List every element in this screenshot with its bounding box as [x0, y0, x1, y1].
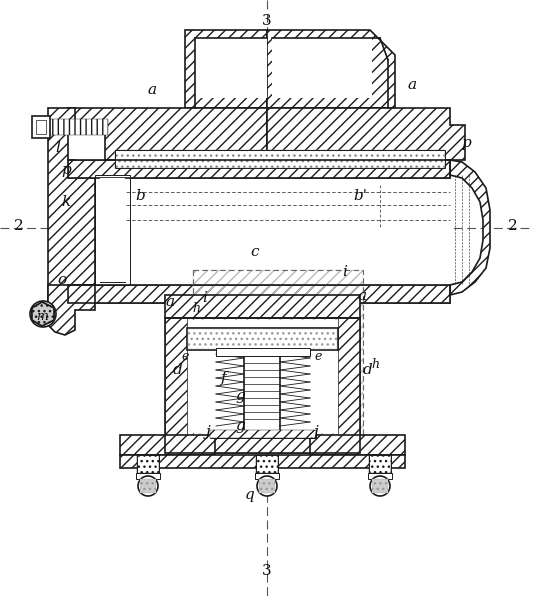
Bar — [137, 455, 159, 473]
Text: i: i — [343, 265, 348, 279]
Polygon shape — [267, 30, 395, 108]
Text: c: c — [251, 245, 259, 259]
Bar — [50, 119, 108, 135]
Text: f: f — [221, 371, 227, 385]
Bar — [115, 150, 445, 168]
Text: g: g — [235, 389, 245, 403]
Circle shape — [30, 301, 56, 327]
Bar — [372, 479, 388, 493]
Bar — [165, 318, 360, 453]
Polygon shape — [32, 302, 54, 326]
Text: b': b' — [353, 189, 367, 203]
Bar — [256, 455, 278, 473]
Bar — [193, 270, 363, 445]
Text: d: d — [363, 363, 373, 377]
Polygon shape — [185, 30, 267, 108]
Polygon shape — [310, 435, 405, 455]
Text: m: m — [36, 310, 48, 323]
Text: k: k — [61, 195, 70, 209]
Text: 3: 3 — [262, 14, 272, 28]
Bar — [210, 430, 316, 438]
Bar — [368, 473, 392, 479]
Polygon shape — [120, 455, 405, 468]
Text: a: a — [357, 289, 366, 303]
Bar — [272, 38, 372, 98]
Text: p: p — [461, 136, 471, 150]
Bar — [68, 285, 450, 303]
Bar — [188, 329, 337, 349]
Text: a: a — [147, 83, 156, 97]
Polygon shape — [32, 302, 54, 326]
Circle shape — [257, 476, 277, 496]
Bar — [187, 320, 338, 433]
Bar — [137, 455, 159, 473]
Polygon shape — [267, 108, 465, 160]
Bar — [68, 160, 450, 178]
Circle shape — [370, 476, 390, 496]
Text: j: j — [313, 425, 318, 439]
Polygon shape — [450, 160, 490, 295]
Polygon shape — [165, 295, 360, 318]
Text: g: g — [235, 419, 245, 433]
Text: b: b — [135, 189, 145, 203]
Text: e: e — [315, 349, 321, 362]
Bar — [95, 178, 450, 285]
Bar — [259, 479, 275, 493]
Circle shape — [34, 305, 52, 323]
Bar — [140, 479, 156, 493]
Bar — [216, 348, 310, 356]
Bar — [68, 285, 450, 303]
Text: h: h — [371, 358, 379, 371]
Bar — [369, 455, 391, 473]
Bar — [165, 318, 187, 443]
Text: d: d — [173, 363, 183, 377]
Polygon shape — [48, 285, 95, 335]
Text: 2: 2 — [14, 219, 23, 233]
Text: l: l — [56, 141, 60, 155]
Bar — [32, 116, 50, 138]
Bar — [136, 473, 160, 479]
Bar — [36, 120, 46, 134]
Bar — [255, 473, 279, 479]
Text: a: a — [166, 295, 175, 309]
Bar — [68, 160, 450, 178]
Bar — [338, 318, 360, 443]
Bar — [115, 150, 445, 168]
Bar — [210, 430, 316, 438]
Text: p: p — [61, 163, 71, 177]
Text: i: i — [202, 291, 207, 305]
Text: h: h — [192, 301, 200, 314]
Bar — [193, 270, 363, 445]
Bar — [244, 352, 280, 432]
Bar — [165, 435, 360, 453]
Bar — [256, 455, 278, 473]
Polygon shape — [68, 108, 267, 160]
Circle shape — [138, 476, 158, 496]
Bar — [369, 455, 391, 473]
Text: e: e — [182, 349, 189, 362]
Text: j: j — [206, 425, 210, 439]
Bar — [195, 38, 267, 98]
Bar — [187, 328, 338, 350]
Text: a: a — [407, 78, 417, 92]
Text: q: q — [245, 488, 255, 502]
Polygon shape — [48, 108, 95, 310]
Bar — [100, 178, 125, 282]
Text: 2: 2 — [508, 219, 518, 233]
Text: o: o — [58, 273, 67, 287]
Polygon shape — [120, 435, 215, 455]
Text: 3: 3 — [262, 564, 272, 578]
Bar — [95, 175, 130, 285]
